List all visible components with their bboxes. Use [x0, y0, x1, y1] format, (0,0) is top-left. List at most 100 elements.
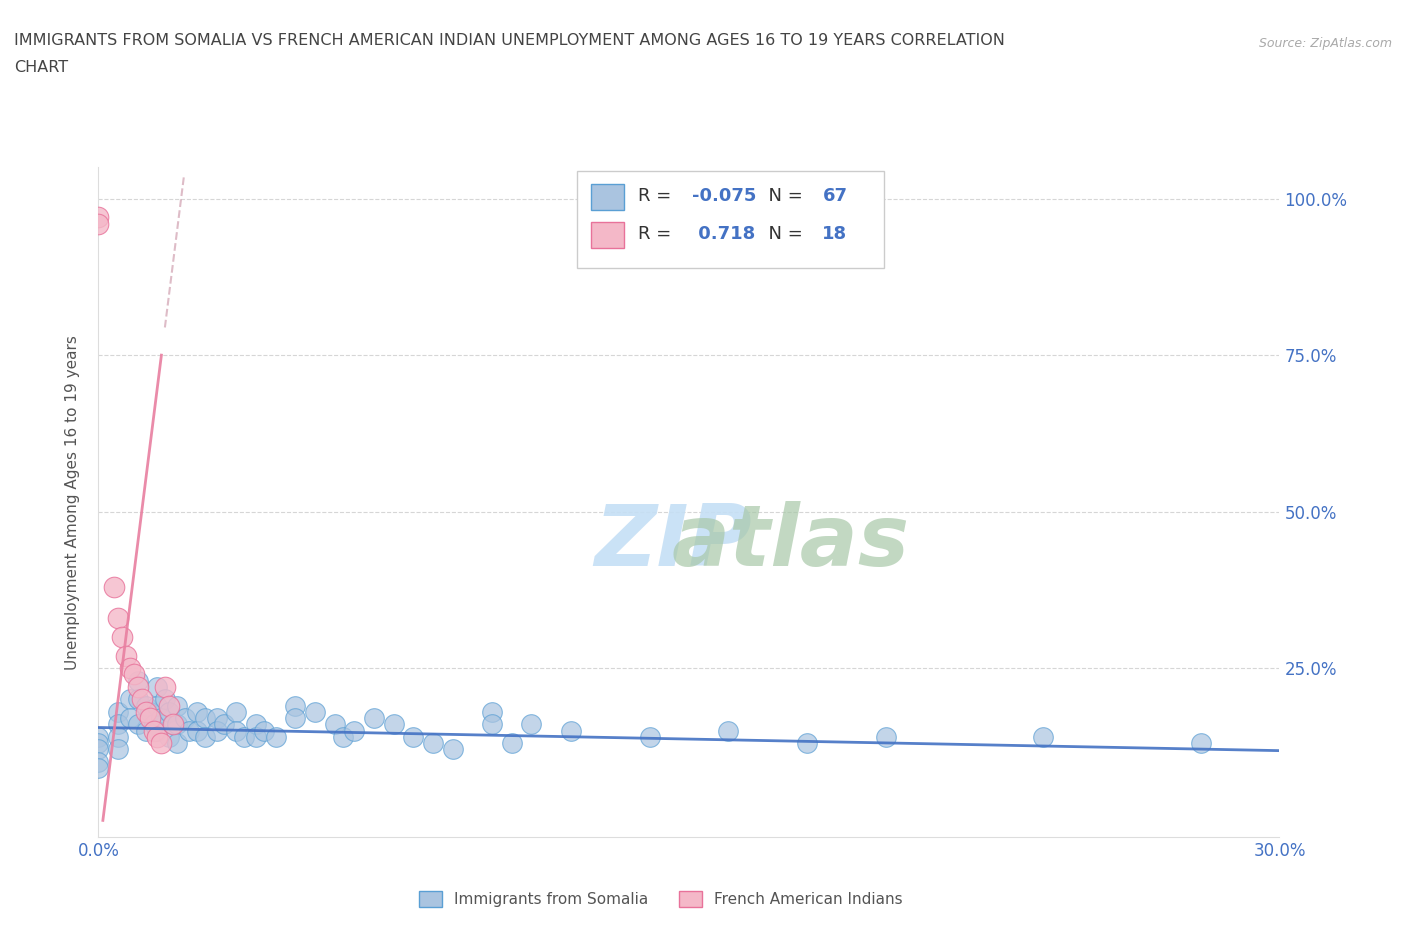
Point — [194, 711, 217, 725]
Point — [402, 729, 425, 744]
Point — [264, 729, 287, 744]
Point — [501, 736, 523, 751]
Point — [382, 717, 405, 732]
Text: CHART: CHART — [14, 60, 67, 75]
Point — [481, 704, 503, 719]
Point — [638, 729, 661, 744]
Point — [304, 704, 326, 719]
FancyBboxPatch shape — [591, 184, 624, 209]
Point — [166, 736, 188, 751]
Point — [481, 717, 503, 732]
Point — [127, 673, 149, 688]
Point — [186, 704, 208, 719]
Point — [157, 704, 180, 719]
Point — [138, 704, 160, 719]
Point — [142, 717, 165, 732]
Point — [166, 698, 188, 713]
Text: R =: R = — [638, 225, 678, 244]
Point — [343, 724, 366, 738]
Point — [177, 724, 200, 738]
Point — [155, 692, 177, 707]
Point — [225, 724, 247, 738]
Point — [107, 742, 129, 757]
Point — [131, 692, 153, 707]
Point — [107, 610, 129, 625]
Point — [87, 761, 110, 776]
Point — [146, 724, 169, 738]
Point — [111, 630, 134, 644]
Point — [118, 660, 141, 675]
Point — [122, 667, 145, 682]
Point — [253, 724, 276, 738]
Point — [205, 724, 228, 738]
Point — [150, 736, 173, 751]
Point — [87, 754, 110, 769]
Point — [87, 742, 110, 757]
Text: N =: N = — [758, 225, 808, 244]
Point — [150, 711, 173, 725]
Point — [225, 704, 247, 719]
Text: 18: 18 — [823, 225, 848, 244]
Point — [157, 729, 180, 744]
Text: -0.075: -0.075 — [693, 187, 756, 206]
FancyBboxPatch shape — [591, 222, 624, 247]
Point — [118, 711, 141, 725]
Point — [233, 729, 256, 744]
Text: R =: R = — [638, 187, 678, 206]
Point — [87, 736, 110, 751]
Point — [118, 692, 141, 707]
Point — [441, 742, 464, 757]
Text: Source: ZipAtlas.com: Source: ZipAtlas.com — [1258, 37, 1392, 50]
Point — [103, 579, 125, 594]
Point — [87, 217, 110, 232]
Point — [332, 729, 354, 744]
Point — [1032, 729, 1054, 744]
Point — [127, 692, 149, 707]
Point — [135, 724, 157, 738]
Y-axis label: Unemployment Among Ages 16 to 19 years: Unemployment Among Ages 16 to 19 years — [65, 335, 80, 670]
Point — [1189, 736, 1212, 751]
Text: ZIP: ZIP — [595, 501, 752, 584]
Point — [205, 711, 228, 725]
Text: IMMIGRANTS FROM SOMALIA VS FRENCH AMERICAN INDIAN UNEMPLOYMENT AMONG AGES 16 TO : IMMIGRANTS FROM SOMALIA VS FRENCH AMERIC… — [14, 33, 1005, 47]
Point — [87, 729, 110, 744]
Point — [520, 717, 543, 732]
Point — [796, 736, 818, 751]
Point — [174, 711, 197, 725]
Legend: Immigrants from Somalia, French American Indians: Immigrants from Somalia, French American… — [413, 884, 908, 913]
Point — [107, 704, 129, 719]
Point — [422, 736, 444, 751]
Point — [142, 724, 165, 738]
Point — [363, 711, 385, 725]
Point — [107, 717, 129, 732]
Point — [127, 680, 149, 695]
Point — [284, 698, 307, 713]
Point — [162, 717, 184, 732]
Point — [875, 729, 897, 744]
Point — [127, 717, 149, 732]
Point — [560, 724, 582, 738]
Text: N =: N = — [758, 187, 808, 206]
Point — [245, 717, 267, 732]
Point — [166, 717, 188, 732]
Point — [135, 698, 157, 713]
Point — [135, 704, 157, 719]
Point — [115, 648, 138, 663]
Text: 67: 67 — [823, 187, 848, 206]
Point — [717, 724, 740, 738]
Point — [146, 698, 169, 713]
Point — [107, 729, 129, 744]
Point — [323, 717, 346, 732]
Point — [157, 698, 180, 713]
Point — [155, 680, 177, 695]
Text: 0.718: 0.718 — [693, 225, 756, 244]
Point — [87, 210, 110, 225]
Point — [245, 729, 267, 744]
Point — [186, 724, 208, 738]
Point — [138, 711, 160, 725]
Point — [214, 717, 236, 732]
Text: atlas: atlas — [671, 501, 910, 584]
Point — [284, 711, 307, 725]
Point — [146, 729, 169, 744]
Point — [162, 717, 184, 732]
